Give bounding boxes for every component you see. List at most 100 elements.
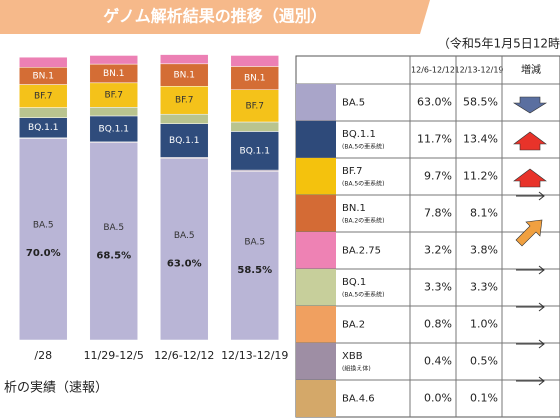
x-tick-label: 12/6-12/12 (154, 349, 214, 362)
cell-value: 63.0% (417, 96, 452, 109)
cell-value: 3.2% (424, 244, 452, 257)
title-bar (0, 0, 430, 34)
cell-value: 13.4% (463, 133, 498, 146)
bar-segment (160, 113, 209, 124)
arrow-flat (516, 191, 545, 201)
date: （令和5年1月5日12時 (438, 36, 560, 51)
arrow-up (513, 168, 547, 188)
bar-segment (19, 138, 68, 341)
footer: 析の実績（速報） (4, 380, 108, 396)
cell-value: 7.8% (424, 207, 452, 220)
bar-segment (230, 89, 279, 123)
bar-segment (89, 142, 138, 341)
trend-arrows (512, 96, 548, 386)
title: ゲノム解析結果の推移（週別） (103, 7, 327, 26)
arrow-flat (516, 302, 545, 312)
x-tick-label: /28 (34, 349, 52, 362)
row-note: (組換え体) (342, 365, 371, 373)
value-label: 68.5% (96, 250, 131, 261)
bar-segment (160, 54, 209, 65)
row-swatch (296, 380, 336, 417)
bar-segment (230, 171, 279, 341)
column-header: 増減 (521, 63, 541, 76)
cell-value: 11.7% (417, 133, 452, 146)
cell-value: 11.2% (463, 170, 498, 183)
segment-label: BF.7 (34, 92, 53, 102)
column-header: 12/13-12/19 (455, 66, 504, 75)
cell-value: 0.8% (424, 318, 452, 331)
bar-segment (230, 55, 279, 67)
arrow-flat (516, 376, 545, 386)
row-note: (BA.5の亜系統) (342, 180, 385, 188)
segment-label: BA.5 (103, 223, 124, 233)
segment-label: BQ.1.1 (28, 123, 58, 133)
cell-value: 3.8% (470, 244, 498, 257)
segment-label: BN.1 (103, 69, 125, 79)
arrow-up (513, 131, 547, 151)
x-tick-label: 11/29-12/5 (84, 349, 144, 362)
bar-segment (89, 107, 138, 117)
bar-segment (89, 55, 138, 65)
value-label: 70.0% (26, 248, 61, 259)
row-swatch (296, 306, 336, 343)
segment-label: BF.7 (246, 101, 265, 111)
row-swatch (296, 343, 336, 380)
segment-label: BF.7 (175, 96, 194, 106)
arrow-up-right (515, 219, 543, 247)
cell-value: 0.0% (424, 392, 452, 405)
row-name: BA.2 (342, 320, 365, 331)
segment-label: BN.1 (244, 74, 266, 84)
bar-segment (89, 82, 138, 108)
bar-segment (230, 131, 279, 171)
x-tick-label: 12/13-12/19 (221, 349, 288, 362)
arrow-flat (516, 339, 545, 349)
row-name: BA.2.75 (342, 246, 381, 257)
row-swatch (296, 195, 336, 232)
segment-label: BQ.1.1 (240, 146, 270, 156)
cell-value: 8.1% (470, 207, 498, 220)
row-swatch (296, 158, 336, 195)
row-name: BF.7 (342, 166, 363, 177)
row-name: BA.5 (342, 98, 365, 109)
cell-value: 3.3% (470, 281, 498, 294)
segment-label: BQ.1.1 (99, 124, 129, 134)
cell-value: 3.3% (424, 281, 452, 294)
column-header: 12/6-12/12 (411, 66, 455, 75)
row-name: BN.1 (342, 203, 366, 214)
segment-label: BA.5 (174, 231, 195, 241)
cell-value: 0.5% (470, 355, 498, 368)
row-name: BQ.1.1 (342, 129, 376, 140)
bar-segment (89, 115, 138, 143)
cell-value: 1.0% (470, 318, 498, 331)
bar-segment (230, 121, 279, 132)
row-swatch (296, 121, 336, 158)
arrow-flat (516, 265, 545, 275)
row-swatch (296, 232, 336, 269)
bar-segment (19, 56, 68, 68)
value-label: 63.0% (167, 258, 202, 269)
cell-value: 58.5% (463, 96, 498, 109)
segment-label: BN.1 (174, 71, 196, 81)
segment-label: BF.7 (105, 91, 124, 101)
cell-value: 0.4% (424, 355, 452, 368)
arrow-down (512, 96, 548, 114)
row-note: (BA.5の亜系統) (342, 291, 385, 299)
segment-label: BN.1 (33, 71, 55, 81)
cell-value: 9.7% (424, 170, 452, 183)
row-swatch (296, 84, 336, 121)
bar-segment (160, 123, 209, 158)
bar-segment (160, 86, 209, 115)
row-note: (BA.5の亜系統) (342, 143, 385, 151)
segment-label: BA.5 (33, 221, 54, 231)
row-name: BQ.1 (342, 277, 366, 288)
bar-segment (160, 158, 209, 341)
value-label: 58.5% (237, 265, 272, 276)
cell-value: 0.1% (470, 392, 498, 405)
bar-segment (19, 107, 68, 118)
row-swatch (296, 269, 336, 306)
row-name: XBB (342, 351, 363, 362)
row-note: (BA.2の亜系統) (342, 217, 385, 225)
segment-label: BQ.1.1 (169, 136, 199, 146)
row-name: BA.4.6 (342, 394, 375, 405)
